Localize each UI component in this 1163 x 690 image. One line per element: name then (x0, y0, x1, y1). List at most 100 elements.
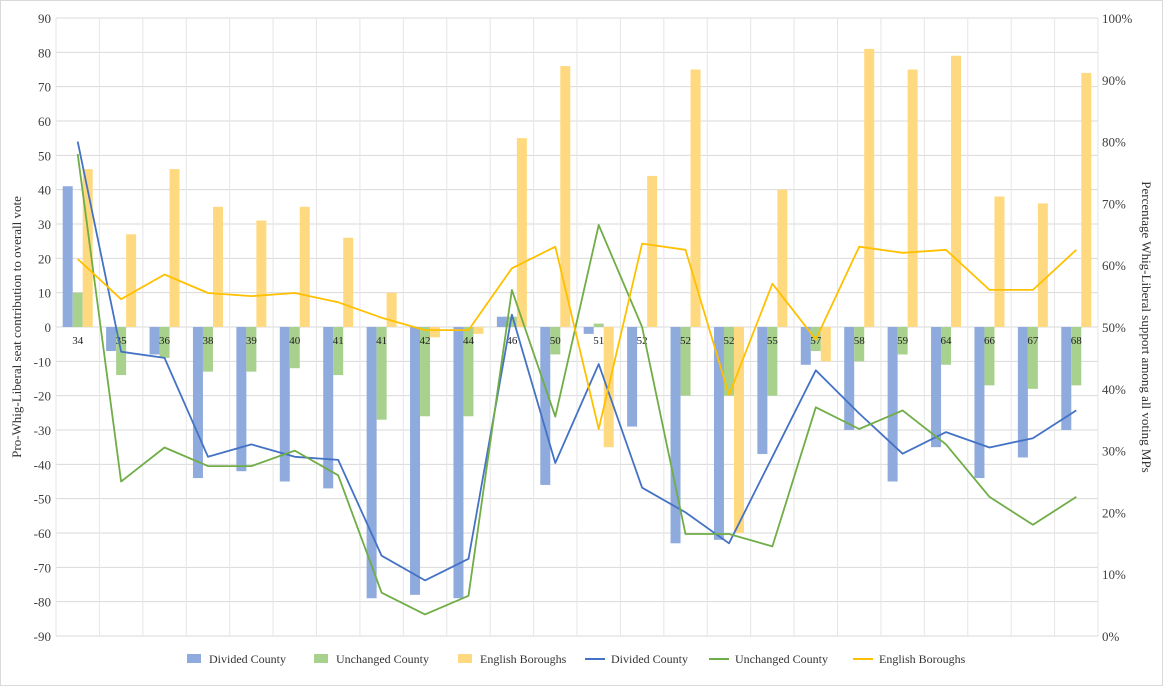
bar (690, 69, 701, 327)
bar-series-divided-county (62, 186, 1072, 599)
left-axis-ticks: 90 80 70 60 50 40 30 20 10 0 -10 -20 -30 -40 -50 -60 -70… (34, 11, 51, 644)
y-tick-label: -90 (34, 629, 51, 644)
category-label: 52 (637, 335, 648, 347)
bar-series-english-boroughs (82, 48, 1092, 533)
bar (887, 327, 898, 482)
category-label: 58 (854, 335, 866, 347)
category-label: 50 (550, 335, 562, 347)
category-label: 67 (1027, 335, 1039, 347)
bar (106, 327, 117, 352)
bar (256, 220, 267, 327)
category-label: 42 (420, 335, 431, 347)
bar (430, 327, 441, 338)
bar (864, 48, 875, 328)
bar (550, 327, 561, 355)
bar (680, 327, 691, 396)
category-label: 46 (506, 335, 518, 347)
bar (627, 327, 638, 427)
y2-tick-label: 10% (1102, 567, 1126, 582)
bar (169, 169, 180, 327)
y2-tick-label: 30% (1102, 444, 1126, 459)
y-tick-label: -40 (34, 457, 51, 472)
y-tick-label: -70 (34, 560, 51, 575)
bar (62, 186, 73, 327)
bar (560, 66, 571, 328)
y-tick-label: 0 (45, 320, 52, 335)
bar (984, 327, 995, 386)
bar (453, 327, 464, 599)
category-label: 41 (376, 335, 387, 347)
bar (236, 327, 247, 472)
y-tick-label: 60 (38, 114, 51, 129)
line-series-unchanged-county (76, 153, 1077, 616)
bar (212, 206, 223, 327)
right-axis-title: Percentage Whig-Liberal support among al… (1139, 181, 1154, 472)
bar (670, 327, 681, 544)
legend-label: English Boroughs (879, 652, 966, 666)
legend-label: English Boroughs (480, 652, 567, 666)
bar (1071, 327, 1082, 386)
category-label: 57 (810, 335, 822, 347)
bar (1061, 327, 1072, 430)
legend-item: Divided County (585, 652, 688, 666)
left-axis-title: Pro-Whig-Liberal seat contribution to ov… (9, 196, 24, 458)
bar (713, 327, 724, 540)
category-label: 64 (941, 335, 953, 347)
bar (82, 169, 93, 327)
legend-item: Unchanged County (314, 652, 429, 666)
y-tick-label: 10 (38, 286, 51, 301)
bar (723, 327, 734, 396)
category-label: 39 (246, 335, 258, 347)
bar (1027, 327, 1038, 389)
bar (941, 327, 952, 365)
category-label: 35 (116, 335, 128, 347)
y-tick-label: 40 (38, 183, 51, 198)
y-tick-label: -60 (34, 526, 51, 541)
y-tick-label: -20 (34, 389, 51, 404)
bar (386, 292, 397, 327)
bar (1037, 203, 1048, 327)
y-tick-label: 30 (38, 217, 51, 232)
bar (800, 327, 811, 365)
y-tick-label: 90 (38, 11, 51, 26)
y-tick-label: 70 (38, 80, 51, 95)
legend-swatch (187, 654, 201, 663)
y2-tick-label: 0% (1102, 629, 1120, 644)
y-tick-label: 50 (38, 148, 51, 163)
bar-series-unchanged-county (72, 292, 1082, 420)
category-label: 34 (72, 335, 84, 347)
bar (540, 327, 551, 485)
bar (496, 316, 507, 327)
bar (323, 327, 334, 489)
bar (951, 55, 962, 328)
legend-item: English Boroughs (853, 652, 966, 666)
category-label: 36 (159, 335, 171, 347)
bar (516, 138, 527, 327)
legend: Divided County Unchanged County English Bo… (187, 652, 966, 666)
bar (159, 327, 170, 358)
bar (897, 327, 908, 355)
bar (376, 327, 387, 420)
category-label: 59 (897, 335, 909, 347)
bar (974, 327, 985, 479)
y-tick-label: -30 (34, 423, 51, 438)
y2-tick-label: 90% (1102, 73, 1126, 88)
line-series-group (76, 141, 1077, 616)
bar (333, 327, 344, 376)
bar (279, 327, 290, 482)
bar (907, 69, 918, 327)
line-series-divided-county (76, 141, 1077, 582)
category-label: 55 (767, 335, 779, 347)
bar (366, 327, 377, 599)
category-label: 52 (723, 335, 734, 347)
bar (1017, 327, 1028, 458)
bar (192, 327, 203, 479)
bar (593, 323, 604, 327)
y-tick-label: 80 (38, 45, 51, 60)
legend-label: Divided County (611, 652, 688, 666)
bar (420, 327, 431, 417)
bar (289, 327, 300, 369)
category-label: 68 (1071, 335, 1083, 347)
legend-item: Divided County (187, 652, 286, 666)
